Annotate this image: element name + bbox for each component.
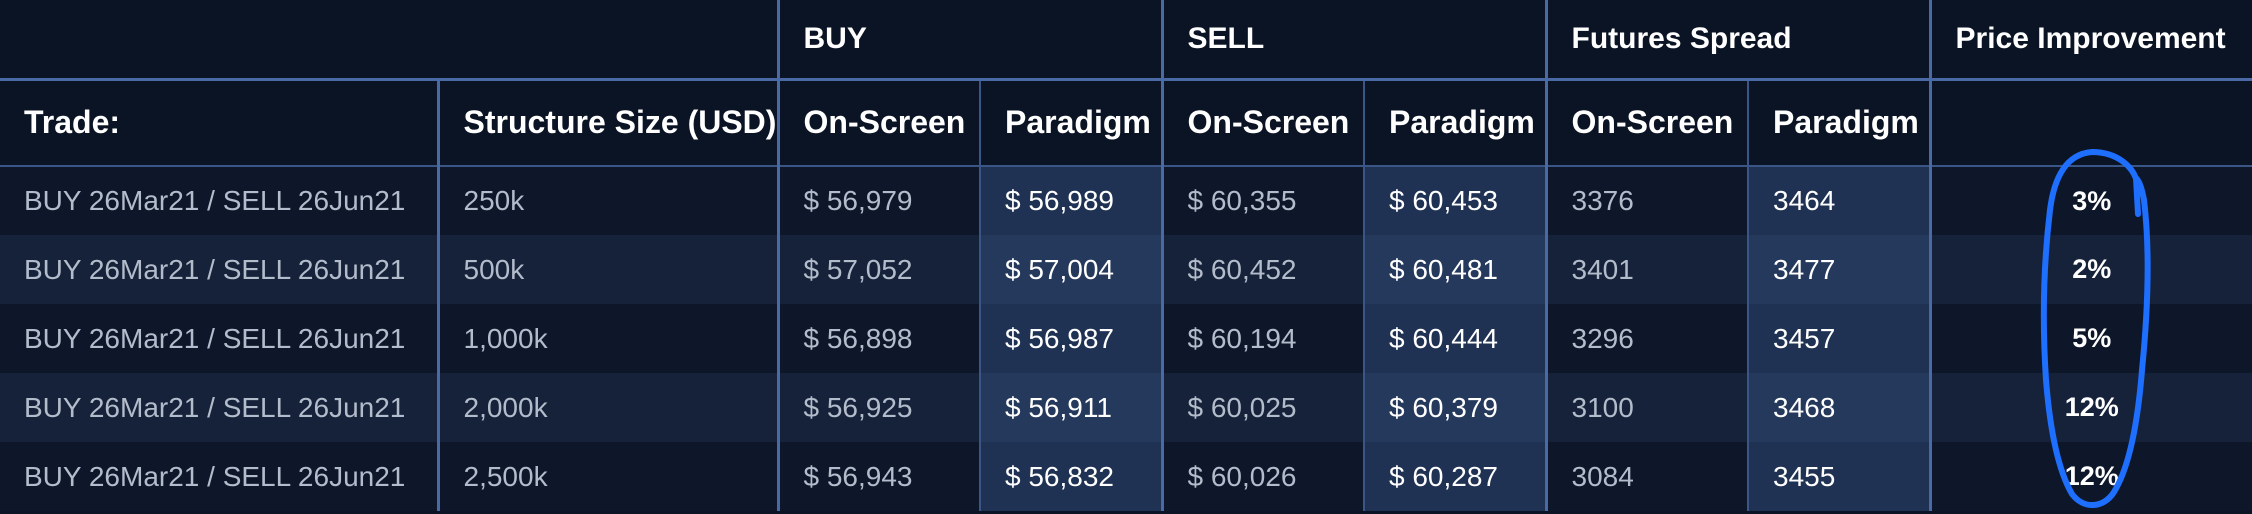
table-row: BUY 26Mar21 / SELL 26Jun21 2,500k $ 56,9… — [0, 442, 2252, 511]
trade-cell: BUY 26Mar21 / SELL 26Jun21 — [0, 235, 438, 304]
size-cell: 1,000k — [436, 304, 778, 373]
buy-paradigm-cell: $ 56,987 — [979, 304, 1162, 373]
table-row: BUY 26Mar21 / SELL 26Jun21 2,000k $ 56,9… — [0, 373, 2252, 442]
improvement-cell: 3% — [1928, 166, 2252, 235]
improvement-cell: 2% — [1928, 235, 2252, 304]
spread-paradigm-cell: 3464 — [1747, 166, 1931, 235]
group-buy: BUY — [776, 0, 1162, 79]
buy-paradigm-cell: $ 56,989 — [979, 166, 1162, 235]
spread-paradigm-cell: 3457 — [1747, 304, 1931, 373]
trade-cell: BUY 26Mar21 / SELL 26Jun21 — [0, 442, 438, 511]
group-sell: SELL — [1160, 0, 1547, 79]
header-improvement-empty — [1928, 79, 2252, 166]
header-trade: Trade: — [24, 104, 121, 141]
table-row: BUY 26Mar21 / SELL 26Jun21 250k $ 56,979… — [0, 166, 2252, 235]
group-price-improvement: Price Improvement — [1928, 0, 2252, 79]
group-empty-cell — [0, 0, 438, 79]
sell-onscreen-cell: $ 60,026 — [1160, 442, 1364, 511]
trade-cell: BUY 26Mar21 / SELL 26Jun21 — [0, 304, 438, 373]
size-cell: 250k — [436, 166, 778, 235]
improvement-cell: 12% — [1928, 373, 2252, 442]
buy-onscreen-cell: $ 56,898 — [776, 304, 980, 373]
sell-paradigm-cell: $ 60,287 — [1362, 442, 1547, 511]
size-cell: 2,000k — [436, 373, 778, 442]
sell-paradigm-cell: $ 60,453 — [1362, 166, 1547, 235]
trade-cell: BUY 26Mar21 / SELL 26Jun21 — [0, 373, 438, 442]
spread-paradigm-cell: 3477 — [1747, 235, 1931, 304]
buy-onscreen-cell: $ 57,052 — [776, 235, 980, 304]
size-cell: 500k — [436, 235, 778, 304]
column-header-row: Trade: Structure Size (USD) On-Screen Pa… — [0, 79, 2252, 166]
improvement-cell: 5% — [1928, 304, 2252, 373]
buy-onscreen-cell: $ 56,943 — [776, 442, 980, 511]
sell-onscreen-cell: $ 60,194 — [1160, 304, 1364, 373]
header-spread-onscreen: On-Screen — [1544, 79, 1749, 166]
header-structure-size: Structure Size (USD) — [436, 79, 778, 166]
buy-paradigm-cell: $ 56,832 — [979, 442, 1162, 511]
spread-onscreen-cell: 3100 — [1544, 373, 1749, 442]
sell-onscreen-cell: $ 60,025 — [1160, 373, 1364, 442]
group-header-row: BUY SELL Futures Spread Price Improvemen… — [0, 0, 2252, 79]
table-row: BUY 26Mar21 / SELL 26Jun21 1,000k $ 56,8… — [0, 304, 2252, 373]
header-sell-onscreen: On-Screen — [1160, 79, 1364, 166]
buy-paradigm-cell: $ 56,911 — [979, 373, 1162, 442]
header-buy-paradigm: Paradigm — [979, 79, 1162, 166]
spread-onscreen-cell: 3376 — [1544, 166, 1749, 235]
spread-onscreen-cell: 3401 — [1544, 235, 1749, 304]
improvement-cell: 12% — [1928, 442, 2252, 511]
size-cell: 2,500k — [436, 442, 778, 511]
spread-onscreen-cell: 3084 — [1544, 442, 1749, 511]
header-buy-onscreen: On-Screen — [776, 79, 980, 166]
group-futures-spread: Futures Spread — [1544, 0, 1931, 79]
spread-paradigm-cell: 3468 — [1747, 373, 1931, 442]
buy-onscreen-cell: $ 56,979 — [776, 166, 980, 235]
spread-paradigm-cell: 3455 — [1747, 442, 1931, 511]
spread-onscreen-cell: 3296 — [1544, 304, 1749, 373]
sell-onscreen-cell: $ 60,452 — [1160, 235, 1364, 304]
header-spread-paradigm: Paradigm — [1747, 79, 1931, 166]
group-empty-cell — [438, 0, 778, 79]
table-row: BUY 26Mar21 / SELL 26Jun21 500k $ 57,052… — [0, 235, 2252, 304]
sell-onscreen-cell: $ 60,355 — [1160, 166, 1364, 235]
sell-paradigm-cell: $ 60,379 — [1362, 373, 1547, 442]
header-sell-paradigm: Paradigm — [1362, 79, 1547, 166]
sell-paradigm-cell: $ 60,481 — [1362, 235, 1547, 304]
trade-cell: BUY 26Mar21 / SELL 26Jun21 — [0, 166, 438, 235]
buy-onscreen-cell: $ 56,925 — [776, 373, 980, 442]
buy-paradigm-cell: $ 57,004 — [979, 235, 1162, 304]
sell-paradigm-cell: $ 60,444 — [1362, 304, 1547, 373]
